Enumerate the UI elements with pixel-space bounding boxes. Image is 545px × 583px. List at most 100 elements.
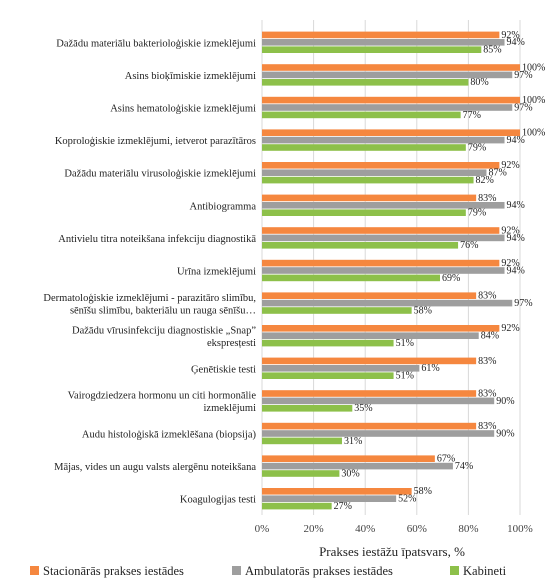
bar <box>262 397 495 405</box>
legend-label: Ambulatorās prakses iestādes <box>245 564 393 578</box>
category-labels-group: Dažādu materiālu bakterioloģiskie izmekl… <box>43 38 256 505</box>
bar <box>262 162 500 169</box>
data-label: 92% <box>501 30 519 41</box>
data-labels-group: 92%94%85%100%97%80%100%97%77%100%94%79%9… <box>334 30 545 512</box>
data-label: 100% <box>522 128 545 139</box>
data-label: 51% <box>396 371 414 382</box>
legend: Stacionārās prakses iestādes Ambulatorās … <box>30 564 507 578</box>
x-tick-label: 60% <box>407 523 427 535</box>
data-label: 94% <box>507 200 525 211</box>
data-label: 67% <box>437 454 455 465</box>
bar <box>262 209 466 216</box>
bar <box>262 111 461 119</box>
data-label: 94% <box>507 265 525 276</box>
legend-label: Kabineti <box>463 564 507 578</box>
bar <box>262 202 505 209</box>
bar <box>262 325 500 332</box>
bar <box>262 144 466 151</box>
bar <box>262 46 482 53</box>
x-axis-label: Prakses iestāžu īpatsvars, % <box>319 544 465 559</box>
data-label: 79% <box>468 208 486 219</box>
bar <box>262 79 469 86</box>
data-label: 80% <box>470 77 488 88</box>
bar <box>262 104 513 111</box>
data-label: 94% <box>507 37 525 48</box>
x-tick-labels-group: 0% 20% 40% 60% 80% 100% <box>255 523 533 535</box>
data-label: 92% <box>501 323 519 334</box>
category-label: Dermatoloģiskie izmeklējumi - parazitāro… <box>43 293 256 304</box>
category-label: Ģenētiskie testi <box>191 364 256 375</box>
data-label: 84% <box>481 331 499 342</box>
data-label: 31% <box>344 436 362 447</box>
data-label: 90% <box>496 396 514 407</box>
bar <box>262 227 500 234</box>
data-label: 58% <box>414 486 432 497</box>
category-label: sēnīšu slimību, bakteriālu un rauga sēnī… <box>70 305 256 316</box>
data-label: 100% <box>522 62 545 73</box>
bar <box>262 422 477 430</box>
bar <box>262 259 500 267</box>
data-label: 35% <box>354 403 372 414</box>
bar <box>262 470 340 477</box>
bar <box>262 169 487 176</box>
bar <box>262 176 474 184</box>
category-label: Mājas, vides un augu valsts alergēnu not… <box>54 462 256 473</box>
bar <box>262 292 477 299</box>
category-label: Antibiogramma <box>190 201 257 212</box>
bar <box>262 31 500 39</box>
category-label: Urīna izmeklējumi <box>177 267 256 278</box>
bar <box>262 405 353 412</box>
data-label: 92% <box>501 258 519 269</box>
bar <box>262 339 394 347</box>
bar <box>262 242 459 249</box>
data-label: 83% <box>478 291 496 302</box>
category-label: Dažādu vīrusinfekciju diagnostiskie „Sna… <box>72 325 256 336</box>
data-label: 83% <box>478 421 496 432</box>
data-label: 97% <box>514 102 532 113</box>
data-label: 97% <box>514 70 532 81</box>
legend-swatch <box>30 566 39 575</box>
data-label: 74% <box>455 461 473 472</box>
data-label: 82% <box>476 175 494 186</box>
data-label: 61% <box>421 363 439 374</box>
data-label: 92% <box>501 160 519 171</box>
category-label: Dažādu materiālu virusoloģiskie izmeklēj… <box>64 169 256 180</box>
category-label: Vairogdziedzera hormonu un citi hormonāl… <box>68 391 257 402</box>
category-label: Dažādu materiālu bakterioloģiskie izmekl… <box>56 38 256 49</box>
bar <box>262 502 332 510</box>
category-label: Asins bioķīmiskie izmeklējumi <box>125 71 256 82</box>
category-label: Koagulogijas testi <box>180 495 256 506</box>
data-label: 69% <box>442 273 460 284</box>
legend-swatch <box>232 566 241 575</box>
bar <box>262 71 513 79</box>
x-tick-label: 100% <box>507 523 533 535</box>
bar <box>262 462 453 470</box>
category-label: izmeklējumi <box>204 403 257 414</box>
bar <box>262 39 505 46</box>
data-label: 51% <box>396 338 414 349</box>
bar <box>262 129 520 136</box>
category-label: Antivielu titra noteikšana infekciju dia… <box>58 234 256 245</box>
data-label: 90% <box>496 428 514 439</box>
bar <box>262 307 412 314</box>
bars-group <box>262 31 520 510</box>
bar <box>262 274 441 282</box>
data-label: 94% <box>507 135 525 146</box>
legend-swatch <box>450 566 459 575</box>
bar <box>262 332 479 339</box>
x-tick-label: 40% <box>355 523 375 535</box>
bar <box>262 136 505 144</box>
bar <box>262 64 520 71</box>
x-tick-label: 20% <box>304 523 324 535</box>
data-label: 76% <box>460 240 478 251</box>
data-label: 85% <box>483 45 501 56</box>
legend-label: Stacionārās prakses iestādes <box>43 564 184 578</box>
data-label: 83% <box>478 388 496 399</box>
category-label: Asins hematoloģiskie izmeklējumi <box>110 104 256 115</box>
x-tick-label: 0% <box>255 523 270 535</box>
data-label: 27% <box>334 501 352 512</box>
data-label: 83% <box>478 193 496 204</box>
data-label: 79% <box>468 142 486 153</box>
bar <box>262 299 513 307</box>
bar <box>262 390 477 397</box>
